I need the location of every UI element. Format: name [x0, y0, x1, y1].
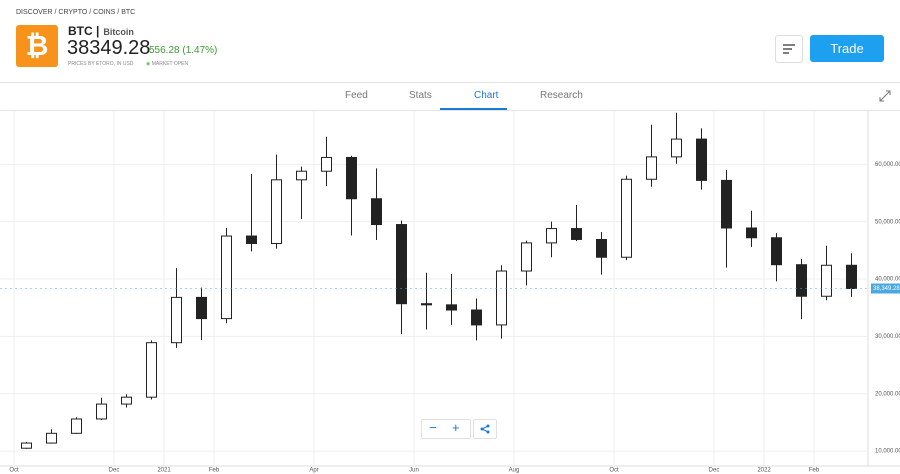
candle-body: [396, 224, 407, 305]
candle-body: [271, 179, 282, 244]
x-tick-label: Apr: [309, 468, 318, 474]
price: 38349.28: [67, 37, 151, 59]
candle-body: [696, 138, 707, 181]
x-tick-label: Jun: [409, 468, 419, 474]
candle-body: [796, 264, 807, 297]
candle-body: [771, 237, 782, 266]
y-tick-label: 20,000.00: [875, 391, 900, 397]
x-tick-label: Oct: [609, 468, 619, 474]
candle-body: [96, 403, 107, 420]
symbol: BTC: [68, 24, 93, 38]
candle-body: [296, 170, 307, 181]
candle-body: [846, 264, 857, 290]
last-price-tag: [871, 283, 900, 294]
trade-button[interactable]: Trade: [810, 35, 884, 62]
y-tick-label: 50,000.00: [875, 219, 900, 225]
candle-body: [371, 198, 382, 226]
share-button[interactable]: [473, 419, 497, 439]
tab-underline: [440, 108, 507, 110]
crumb[interactable]: COINS: [93, 9, 116, 16]
candle-body: [496, 270, 507, 326]
candle-body: [171, 296, 182, 344]
x-tick-label: Oct: [9, 468, 19, 474]
crumb: BTC: [121, 9, 136, 16]
candle-body: [546, 228, 557, 244]
menu-icon: [783, 44, 795, 54]
zoom-out[interactable]: −: [429, 420, 437, 435]
candle-body: [446, 304, 457, 311]
expand-icon[interactable]: [878, 89, 892, 103]
instrument-name: Bitcoin: [103, 27, 134, 37]
y-tick-label: 40,000.00: [875, 277, 900, 283]
candle-body: [721, 179, 732, 229]
candle-body: [121, 396, 132, 405]
change: 556.28 (1.47%): [149, 45, 218, 56]
x-tick-label: Dec: [709, 468, 720, 474]
crumb[interactable]: CRYPTO: [58, 9, 88, 16]
share-icon: [480, 424, 490, 434]
candle-body: [46, 432, 57, 444]
last-price-label: 38,349.28: [873, 286, 900, 292]
x-tick-label: Dec: [109, 468, 120, 474]
candle-body: [671, 138, 682, 158]
tab[interactable]: Chart: [474, 90, 499, 101]
candle-body: [746, 227, 757, 239]
x-tick-label: Aug: [509, 468, 520, 474]
x-tick-label: 2022: [757, 468, 771, 474]
symbol-line: BTC | Bitcoin: [68, 24, 134, 38]
y-tick-label: 10,000.00: [875, 449, 900, 455]
candle-body: [646, 156, 657, 180]
tab[interactable]: Feed: [345, 90, 368, 101]
tab[interactable]: Stats: [409, 90, 432, 101]
candle-body: [146, 342, 157, 398]
y-tick-label: 30,000.00: [875, 334, 900, 340]
x-tick-label: 2021: [157, 468, 171, 474]
price-source: PRICES BY ETORO, IN USD: [68, 61, 134, 67]
candle-body: [221, 235, 232, 320]
candle-body: [621, 178, 632, 258]
candle-body: [246, 235, 257, 244]
y-tick-label: 60,000.00: [875, 162, 900, 168]
crumb[interactable]: DISCOVER: [16, 9, 53, 16]
candle-body: [21, 442, 32, 449]
x-tick-label: Feb: [209, 468, 220, 474]
breadcrumb: DISCOVER / CRYPTO / COINS / BTC: [16, 9, 136, 16]
candle-body: [421, 303, 432, 306]
candle-body: [571, 228, 582, 240]
status-text: MARKET OPEN: [151, 61, 189, 67]
candle-body: [321, 156, 332, 172]
candle-body: [521, 242, 532, 272]
candle-body: [471, 309, 482, 326]
zoom-controls: − +: [421, 419, 471, 439]
x-tick-label: Feb: [809, 468, 820, 474]
logo: ₿: [16, 25, 58, 67]
menu-button[interactable]: [775, 35, 803, 63]
zoom-in[interactable]: +: [452, 420, 460, 435]
candle-body: [346, 156, 357, 200]
market-status: ◉ MARKET OPEN: [146, 61, 189, 67]
candle-body: [596, 238, 607, 258]
candle-body: [71, 418, 82, 434]
header: DISCOVER / CRYPTO / COINS / BTC ₿ BTC | B…: [0, 0, 900, 83]
tab-bar: Feed Stats Chart Research: [0, 83, 900, 111]
tab[interactable]: Research: [540, 90, 583, 101]
candle-body: [821, 264, 832, 297]
candle-body: [196, 296, 207, 320]
